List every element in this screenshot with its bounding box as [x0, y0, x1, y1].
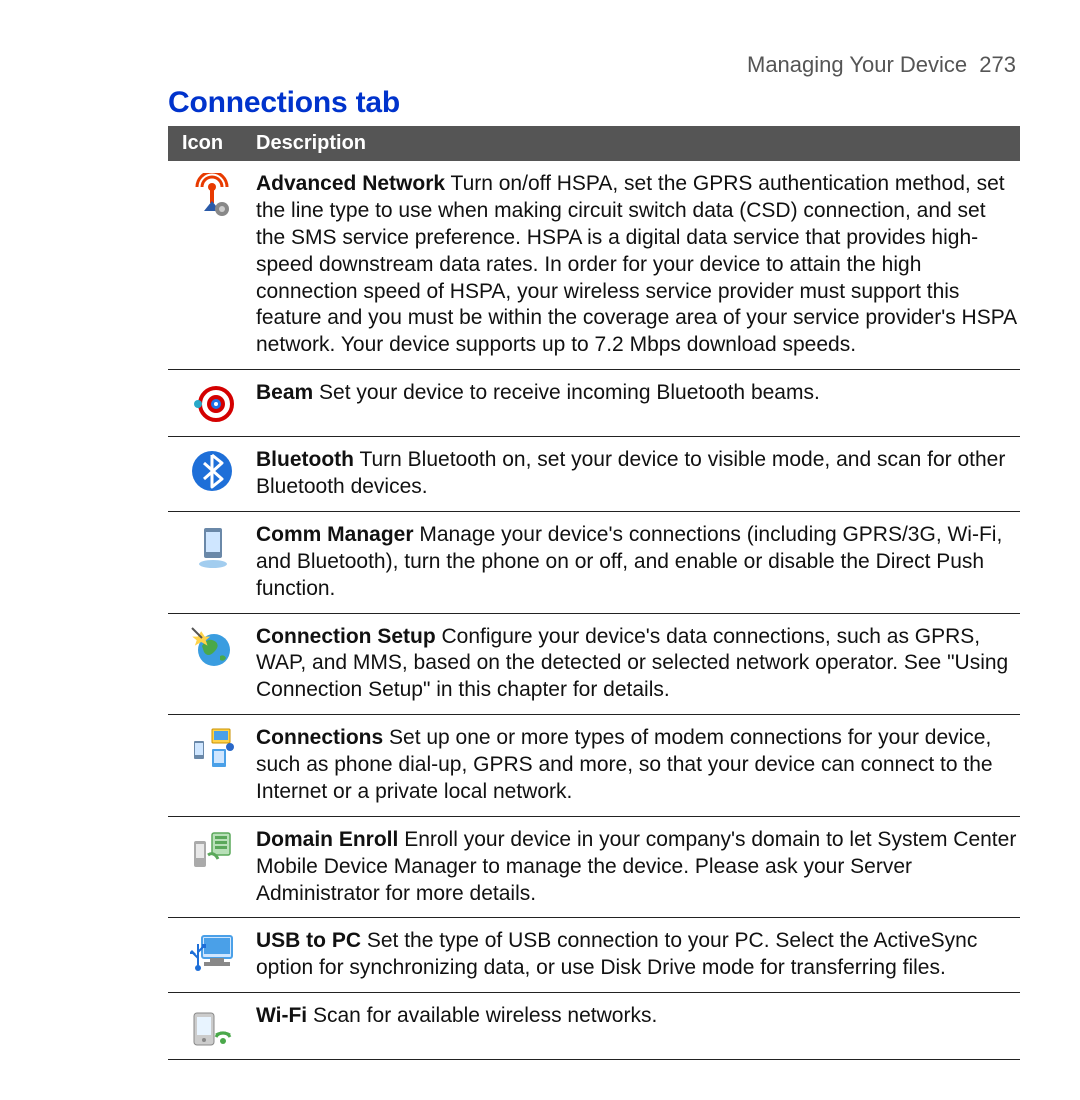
row-text: Scan for available wireless networks. [307, 1004, 657, 1027]
row-description: Bluetooth Turn Bluetooth on, set your de… [256, 447, 1020, 501]
section-title: Connections tab [168, 86, 1020, 120]
row-title: Beam [256, 381, 313, 404]
table-row: Connection Setup Configure your device's… [168, 614, 1020, 716]
usb-pc-icon [168, 928, 256, 982]
col-description: Description [256, 132, 1006, 155]
row-description: Comm Manager Manage your device's connec… [256, 522, 1020, 603]
domain-enroll-icon [168, 827, 256, 908]
globe-wand-icon [168, 624, 256, 705]
page-number: 273 [979, 52, 1016, 77]
row-title: Wi-Fi [256, 1004, 307, 1027]
row-description: Connection Setup Configure your device's… [256, 624, 1020, 705]
table-row: Beam Set your device to receive incoming… [168, 370, 1020, 437]
table-row: Advanced Network Turn on/off HSPA, set t… [168, 161, 1020, 370]
antenna-gear-icon [168, 171, 256, 359]
col-icon: Icon [182, 132, 256, 155]
table-row: Wi-Fi Scan for available wireless networ… [168, 993, 1020, 1060]
table-row: USB to PC Set the type of USB connection… [168, 918, 1020, 993]
row-title: Bluetooth [256, 448, 354, 471]
row-description: Advanced Network Turn on/off HSPA, set t… [256, 171, 1020, 359]
row-description: Connections Set up one or more types of … [256, 725, 1020, 806]
table-row: Comm Manager Manage your device's connec… [168, 512, 1020, 614]
comm-manager-icon [168, 522, 256, 603]
row-title: Domain Enroll [256, 828, 398, 851]
wifi-icon [168, 1003, 256, 1049]
row-title: Advanced Network [256, 172, 445, 195]
table-header: Icon Description [168, 126, 1020, 161]
table-row: Bluetooth Turn Bluetooth on, set your de… [168, 437, 1020, 512]
row-description: Beam Set your device to receive incoming… [256, 380, 1020, 426]
row-description: Domain Enroll Enroll your device in your… [256, 827, 1020, 908]
row-title: USB to PC [256, 929, 361, 952]
chapter-title: Managing Your Device [747, 52, 967, 77]
row-text: Set your device to receive incoming Blue… [313, 381, 820, 404]
row-title: Comm Manager [256, 523, 414, 546]
row-text: Turn on/off HSPA, set the GPRS authentic… [256, 172, 1016, 356]
connections-icon [168, 725, 256, 806]
table-row: Domain Enroll Enroll your device in your… [168, 817, 1020, 919]
row-title: Connections [256, 726, 383, 749]
beam-target-icon [168, 380, 256, 426]
table-body: Advanced Network Turn on/off HSPA, set t… [168, 161, 1020, 1060]
row-text: Turn Bluetooth on, set your device to vi… [256, 448, 1005, 498]
page: Managing Your Device 273 Connections tab… [0, 0, 1080, 1100]
row-title: Connection Setup [256, 625, 436, 648]
chapter-header: Managing Your Device 273 [168, 52, 1020, 78]
row-description: Wi-Fi Scan for available wireless networ… [256, 1003, 1020, 1049]
table-row: Connections Set up one or more types of … [168, 715, 1020, 817]
row-description: USB to PC Set the type of USB connection… [256, 928, 1020, 982]
bluetooth-icon [168, 447, 256, 501]
row-text: Set the type of USB connection to your P… [256, 929, 977, 979]
